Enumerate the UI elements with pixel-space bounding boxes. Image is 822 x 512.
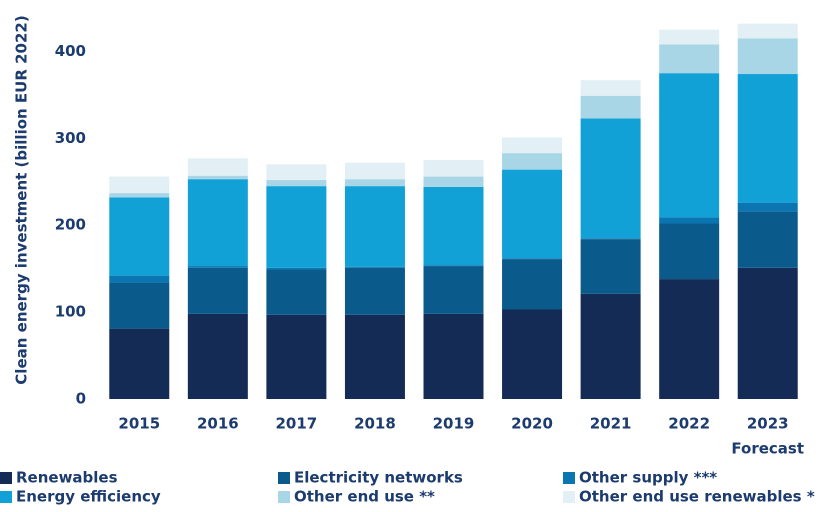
bar-segment: [109, 275, 170, 283]
bar-segment: [580, 293, 641, 399]
bar-segment: [737, 211, 798, 268]
bar-segment: [580, 238, 641, 240]
legend-swatch: [0, 491, 12, 503]
bar-segment: [187, 158, 248, 176]
y-tick-label: 200: [55, 216, 86, 234]
legend-label: Other supply ***: [579, 469, 717, 487]
bar-segment: [109, 328, 170, 399]
x-tick-label: 2018: [354, 415, 396, 433]
bar-segment: [580, 80, 641, 96]
bar-segment: [344, 162, 405, 180]
bar-segment: [109, 193, 170, 198]
bar-segment: [737, 38, 798, 75]
x-tick-label: 2016: [197, 415, 239, 433]
legend-label: Energy efficiency: [16, 488, 161, 506]
bar-segment: [266, 186, 327, 268]
bar-segment: [344, 179, 405, 187]
bar-segment: [266, 269, 327, 315]
bar-segment: [502, 169, 563, 259]
bar-segment: [580, 118, 641, 239]
bar-segment: [266, 267, 327, 270]
legend-label: Electricity networks: [294, 469, 463, 487]
bar-segment: [423, 176, 484, 187]
x-tick-label: 2021: [590, 415, 632, 433]
bar-segment: [580, 239, 641, 294]
bar-segment: [187, 313, 248, 399]
x-tick-label: 2019: [433, 415, 475, 433]
x-annotation: Forecast: [731, 440, 804, 458]
bar-segment: [659, 279, 720, 399]
bar-segment: [344, 186, 405, 267]
bar-segment: [659, 223, 720, 280]
bar-segment: [659, 44, 720, 74]
bar-segment: [266, 164, 327, 181]
bar-segment: [266, 180, 327, 187]
y-tick-label: 0: [76, 390, 86, 408]
bar-segment: [344, 314, 405, 399]
bar-segment: [737, 202, 798, 212]
bar-segment: [580, 95, 641, 119]
bar-segment: [502, 153, 563, 170]
bar-segment: [659, 29, 720, 45]
x-tick-label: 2020: [511, 415, 553, 433]
bar-segment: [423, 160, 484, 177]
legend-swatch: [278, 491, 290, 503]
bar-segment: [737, 74, 798, 203]
bar-segment: [502, 258, 563, 260]
legend-label: Other end use **: [294, 488, 435, 506]
bar-segment: [737, 23, 798, 39]
bar-segment: [187, 266, 248, 268]
bar-segment: [344, 267, 405, 315]
y-tick-label: 400: [55, 42, 86, 60]
legend-swatch: [0, 472, 12, 484]
bar-segment: [187, 267, 248, 314]
bar-segment: [109, 176, 170, 194]
x-tick-label: 2017: [276, 415, 318, 433]
bar-segment: [423, 313, 484, 399]
bar-segment: [109, 197, 170, 276]
legend-label: Other end use renewables *: [579, 488, 815, 506]
bar-segment: [187, 179, 248, 267]
y-axis-label: Clean energy investment (billion EUR 202…: [13, 15, 31, 384]
legend-swatch: [563, 472, 575, 484]
bar-segment: [109, 282, 170, 329]
legend-swatch: [278, 472, 290, 484]
legend-label: Renewables: [16, 469, 118, 487]
bar-segment: [344, 266, 405, 268]
bar-segment: [659, 217, 720, 224]
bar-segment: [659, 73, 720, 218]
x-tick-label: 2015: [118, 415, 160, 433]
bar-segment: [266, 314, 327, 399]
bar-segment: [737, 267, 798, 399]
bar-segment: [502, 137, 563, 154]
bar-segment: [187, 175, 248, 180]
legend-swatch: [563, 491, 575, 503]
x-tick-label: 2022: [668, 415, 710, 433]
bar-segment: [502, 259, 563, 310]
bar-segment: [423, 265, 484, 267]
y-tick-label: 300: [55, 129, 86, 147]
y-tick-label: 100: [55, 303, 86, 321]
bar-segment: [423, 186, 484, 266]
x-tick-label: 2023: [747, 415, 789, 433]
bar-segment: [502, 309, 563, 399]
bar-segment: [423, 266, 484, 314]
